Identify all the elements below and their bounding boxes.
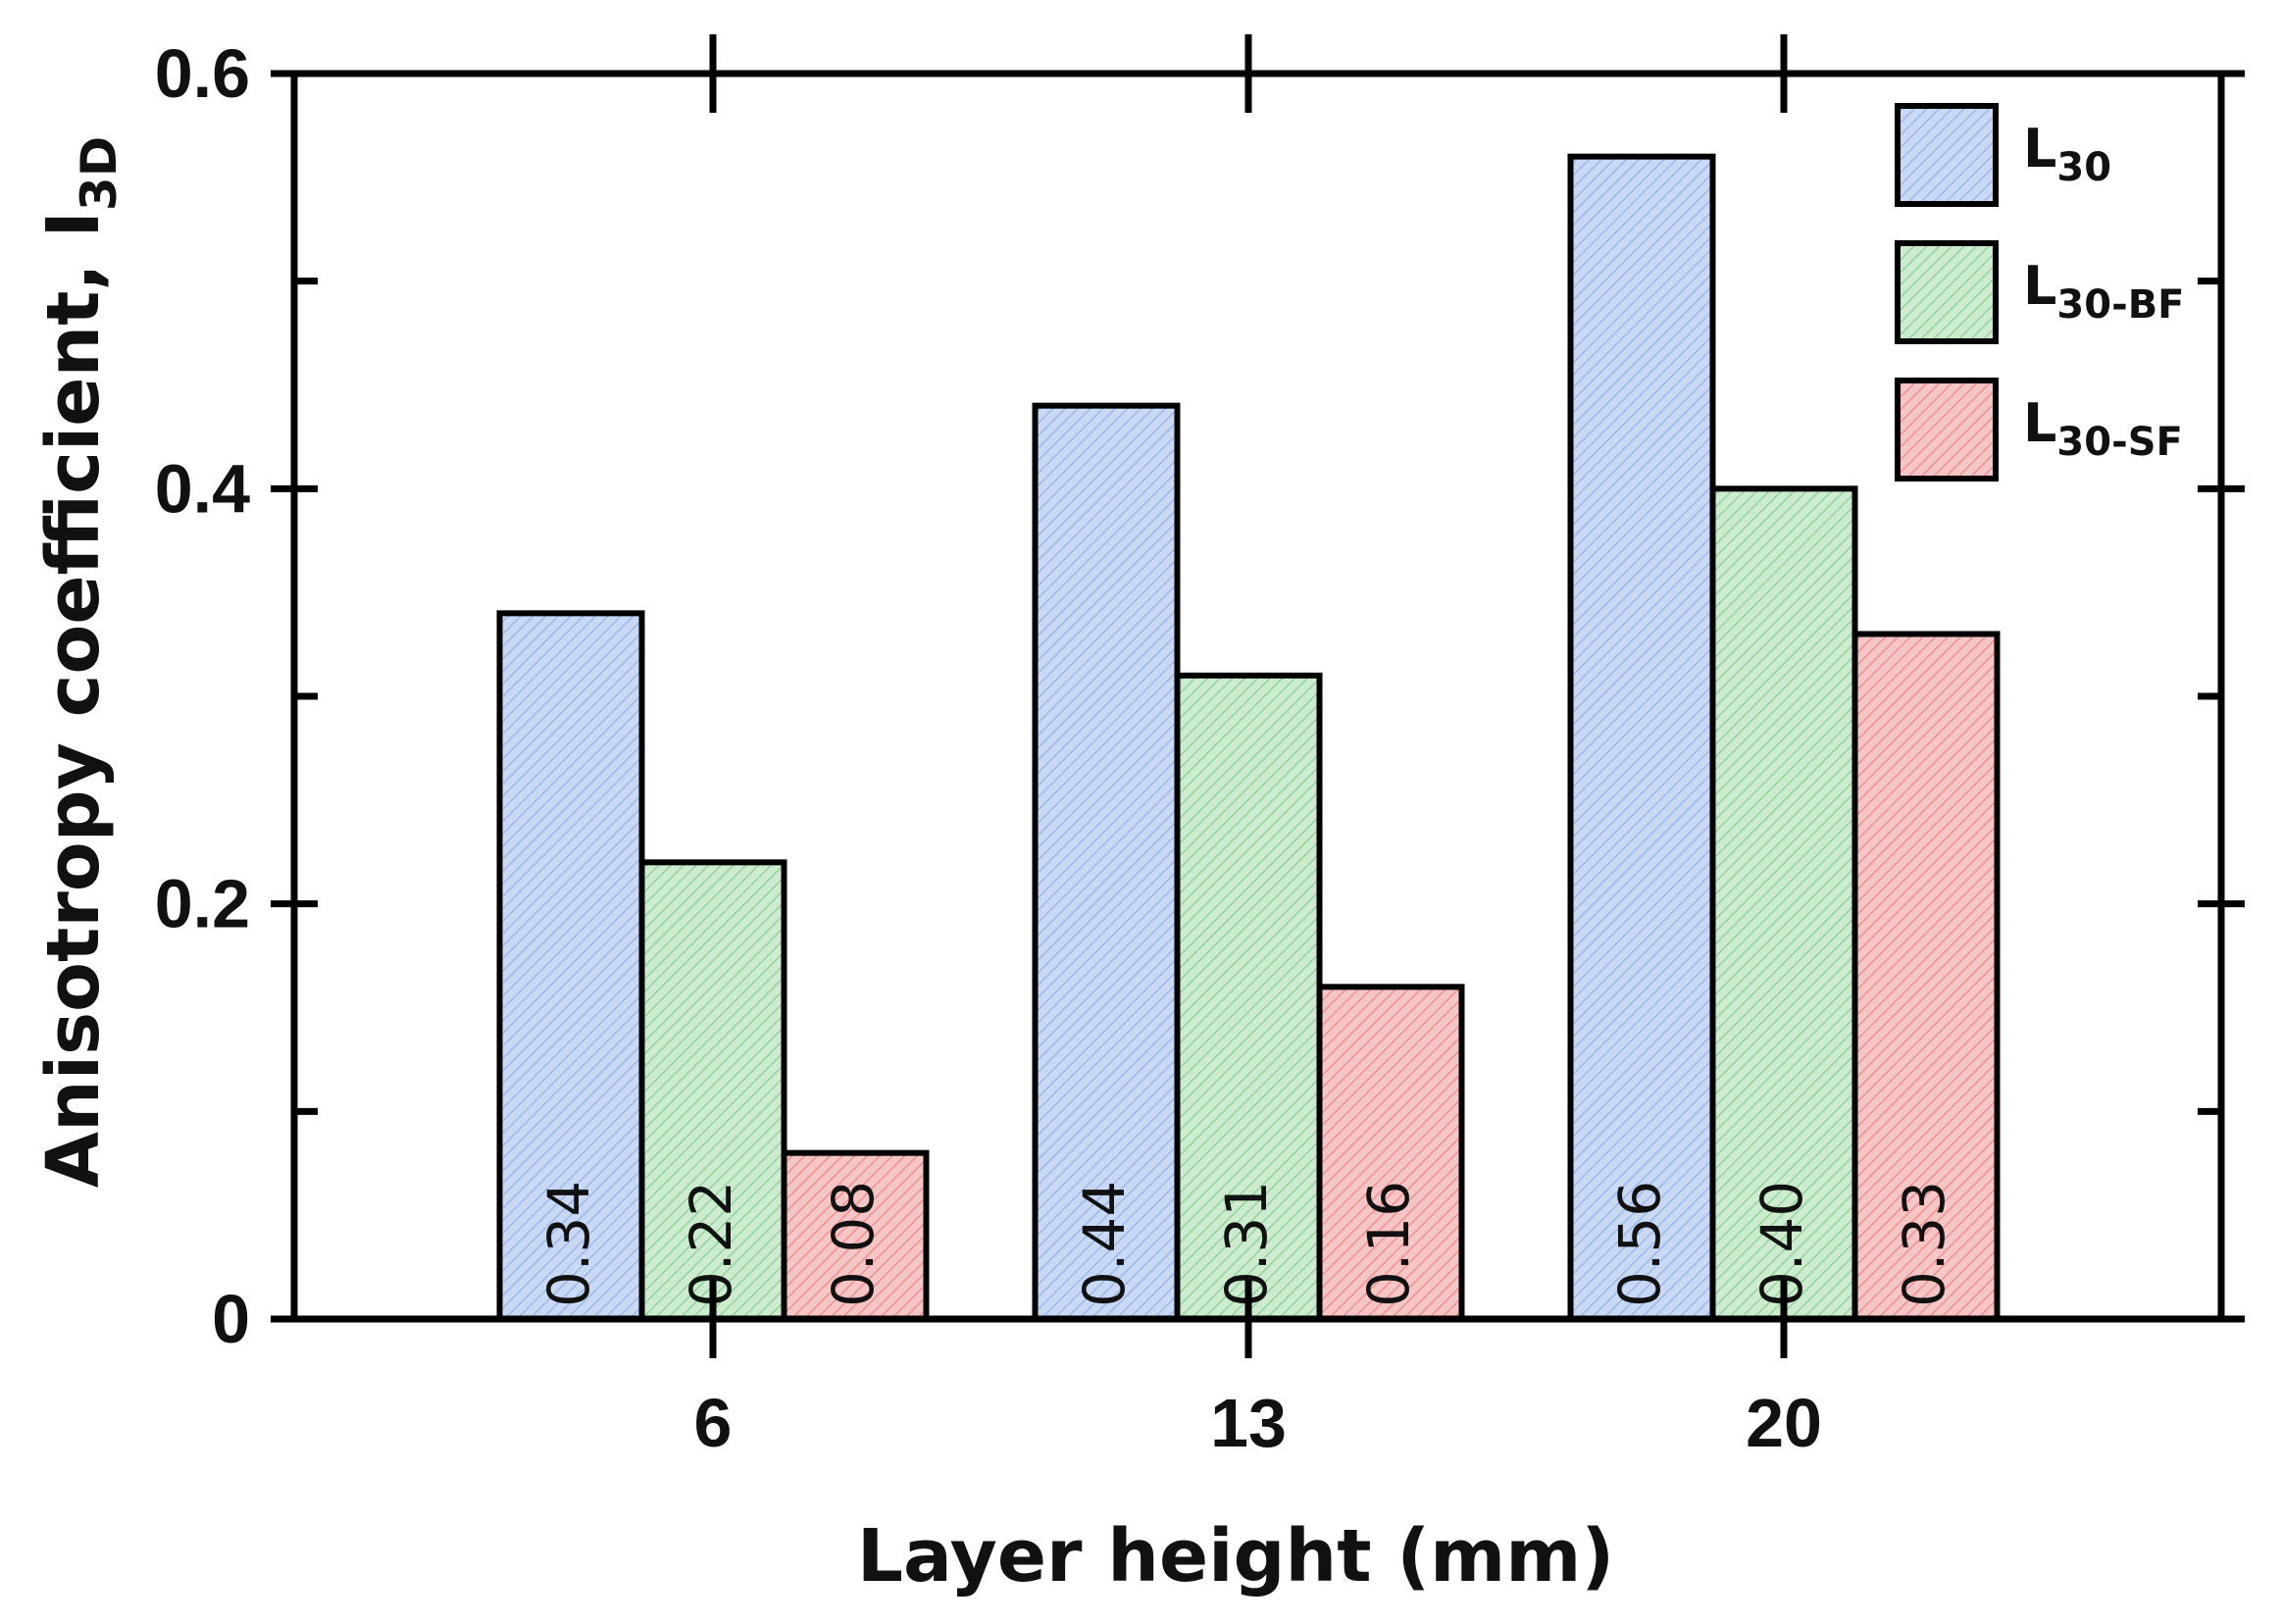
value-label-13-series-2: 0.16	[1355, 1181, 1422, 1307]
bar-6-series-0	[496, 610, 645, 1322]
bars-layer	[496, 153, 2001, 1323]
x-axis-title: Layer height (mm)	[857, 1514, 1614, 1599]
x-tick-label-13: 13	[1210, 1385, 1287, 1461]
value-labels-layer: 0.34 0.22 0.08 0.44 0.31 0.16 0.56 0.40 0.33	[535, 1181, 1957, 1307]
legend-label-2: L30-SF	[2023, 392, 2183, 465]
legend-swatch-1	[1895, 240, 1999, 344]
legend-swatch-0	[1895, 103, 1999, 207]
ticks-layer	[271, 34, 2245, 1358]
legend-swatch-2	[1895, 378, 1999, 482]
bar-6-series-1	[638, 859, 787, 1322]
x-tick-labels: 6 13 20	[694, 1385, 1822, 1461]
legend-item-0: L30	[1895, 103, 2111, 207]
x-tick-label-6: 6	[694, 1385, 733, 1461]
bar-13-series-2	[1316, 984, 1465, 1322]
bar-20-series-0	[1567, 153, 1716, 1323]
y-tick-label-0: 0	[212, 1281, 250, 1357]
y-tick-label-3: 0.6	[155, 35, 250, 112]
y-tick-label-1: 0.2	[155, 866, 250, 942]
value-label-6-series-2: 0.08	[820, 1181, 887, 1307]
legend-item-1: L30-BF	[1895, 240, 2185, 344]
legend: L30 L30-BF L30-SF	[1895, 103, 2185, 482]
value-label-6-series-0: 0.34	[535, 1181, 602, 1307]
x-tick-label-20: 20	[1746, 1385, 1822, 1461]
y-axis-title-main: Anisotropy coefficient, I	[31, 211, 116, 1188]
bar-20-series-2	[1851, 631, 2001, 1322]
legend-label-1: L30-BF	[2023, 255, 2185, 328]
y-tick-label-2: 0.4	[155, 450, 250, 527]
legend-item-2: L30-SF	[1895, 378, 2183, 482]
value-label-20-series-0: 0.56	[1606, 1181, 1673, 1307]
value-label-13-series-0: 0.44	[1071, 1181, 1138, 1307]
y-axis-title-subscript: 3D	[71, 136, 127, 211]
y-axis-title: Anisotropy coefficient, I3D	[31, 136, 127, 1188]
value-label-20-series-2: 0.33	[1891, 1181, 1957, 1307]
y-tick-labels: 0 0.2 0.4 0.6	[155, 35, 250, 1357]
legend-label-0: L30	[2023, 118, 2111, 190]
